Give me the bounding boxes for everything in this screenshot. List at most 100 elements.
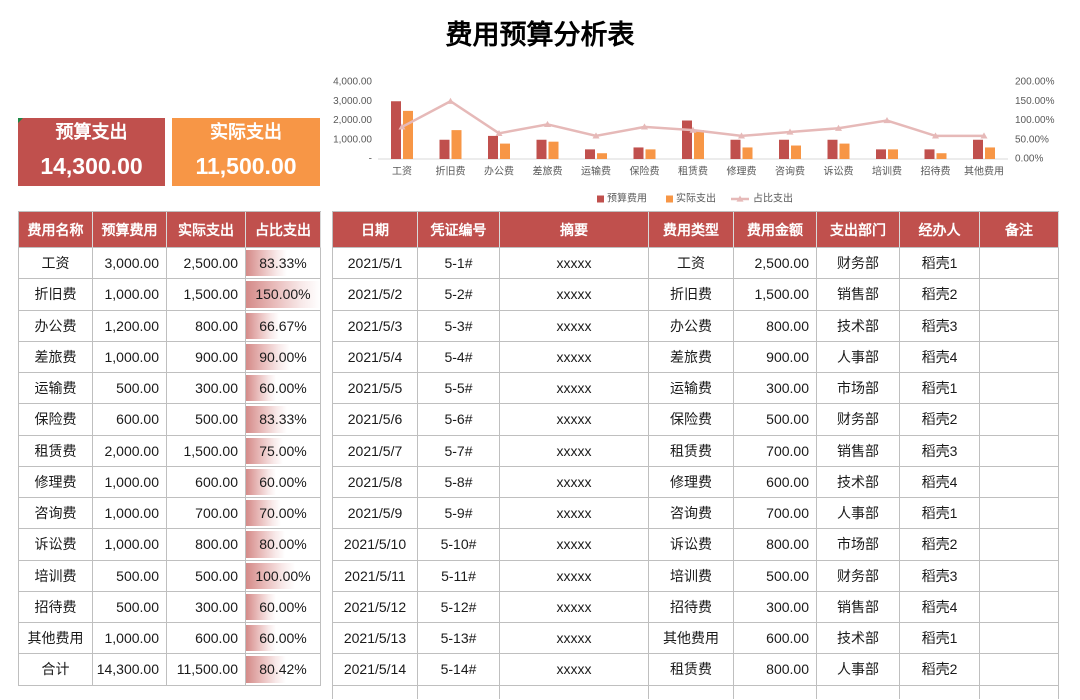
handler-cell[interactable]: 稻壳1	[900, 498, 980, 530]
voucher-no-cell[interactable]: 5-12#	[418, 591, 500, 623]
handler-cell[interactable]: 稻壳3	[900, 560, 980, 592]
handler-cell[interactable]: 稻壳1	[900, 623, 980, 655]
summary-cell[interactable]: xxxxx	[500, 591, 649, 623]
date-cell[interactable]: 2021/5/10	[333, 529, 418, 561]
expense-amount-cell[interactable]: 500.00	[734, 560, 817, 592]
actual-amount-cell[interactable]: 600.00	[167, 466, 246, 498]
expense-type-cell[interactable]: 修理费	[649, 466, 734, 498]
ratio-cell[interactable]: 80.00%	[246, 529, 321, 561]
expense-type-cell[interactable]: 工资	[649, 248, 734, 280]
voucher-no-cell[interactable]: 5-6#	[418, 404, 500, 436]
expense-type-cell[interactable]: 保险费	[649, 404, 734, 436]
note-cell[interactable]	[980, 310, 1059, 342]
department-cell[interactable]: 人事部	[817, 341, 900, 373]
expense-name-cell[interactable]: 培训费	[19, 560, 93, 592]
date-cell[interactable]: 2021/5/3	[333, 310, 418, 342]
voucher-no-cell[interactable]: 5-7#	[418, 435, 500, 467]
department-cell[interactable]: 技术部	[817, 623, 900, 655]
department-cell[interactable]: 技术部	[817, 466, 900, 498]
handler-cell[interactable]: 稻壳2	[900, 404, 980, 436]
note-cell[interactable]	[980, 498, 1059, 530]
handler-cell[interactable]: 稻壳2	[900, 279, 980, 311]
expense-type-cell[interactable]: 招待费	[649, 591, 734, 623]
summary-cell[interactable]: xxxxx	[500, 654, 649, 686]
voucher-no-cell[interactable]: 5-13#	[418, 623, 500, 655]
ratio-cell[interactable]: 150.00%	[246, 279, 321, 311]
expense-amount-cell[interactable]: 600.00	[734, 623, 817, 655]
expense-amount-cell[interactable]: 700.00	[734, 435, 817, 467]
department-cell[interactable]: 销售部	[817, 591, 900, 623]
department-cell[interactable]: 财务部	[817, 560, 900, 592]
department-cell[interactable]: 销售部	[817, 435, 900, 467]
expense-type-cell[interactable]: 办公费	[649, 310, 734, 342]
actual-amount-cell[interactable]: 500.00	[167, 404, 246, 436]
handler-cell[interactable]: 稻壳4	[900, 466, 980, 498]
date-cell[interactable]: 2021/5/9	[333, 498, 418, 530]
ratio-cell[interactable]: 100.00%	[246, 560, 321, 592]
expense-amount-cell[interactable]: 300.00	[734, 591, 817, 623]
summary-cell[interactable]: xxxxx	[500, 373, 649, 405]
expense-name-cell[interactable]: 租赁费	[19, 435, 93, 467]
handler-cell[interactable]: 稻壳2	[900, 529, 980, 561]
expense-name-cell[interactable]: 运输费	[19, 373, 93, 405]
voucher-no-cell[interactable]: 5-4#	[418, 341, 500, 373]
date-cell[interactable]: 2021/5/12	[333, 591, 418, 623]
voucher-no-cell[interactable]: 5-3#	[418, 310, 500, 342]
date-cell[interactable]: 2021/5/1	[333, 248, 418, 280]
summary-cell[interactable]: xxxxx	[500, 248, 649, 280]
expense-name-cell[interactable]: 咨询费	[19, 498, 93, 530]
budget-amount-cell[interactable]: 3,000.00	[93, 248, 167, 280]
actual-amount-cell[interactable]: 300.00	[167, 591, 246, 623]
budget-amount-cell[interactable]: 500.00	[93, 373, 167, 405]
date-cell[interactable]: 2021/5/2	[333, 279, 418, 311]
summary-cell[interactable]	[500, 685, 649, 699]
expense-type-cell[interactable]: 培训费	[649, 560, 734, 592]
budget-amount-cell[interactable]: 1,000.00	[93, 279, 167, 311]
expense-type-cell[interactable]: 其他费用	[649, 623, 734, 655]
expense-type-cell[interactable]: 咨询费	[649, 498, 734, 530]
date-cell[interactable]: 2021/5/8	[333, 466, 418, 498]
expense-amount-cell[interactable]: 1,500.00	[734, 279, 817, 311]
actual-amount-cell[interactable]: 700.00	[167, 498, 246, 530]
budget-amount-cell[interactable]: 1,000.00	[93, 341, 167, 373]
date-cell[interactable]	[333, 685, 418, 699]
expense-type-cell[interactable]	[649, 685, 734, 699]
handler-cell[interactable]: 稻壳2	[900, 654, 980, 686]
voucher-no-cell[interactable]: 5-14#	[418, 654, 500, 686]
expense-name-cell[interactable]: 招待费	[19, 591, 93, 623]
budget-amount-cell[interactable]: 2,000.00	[93, 435, 167, 467]
note-cell[interactable]	[980, 654, 1059, 686]
note-cell[interactable]	[980, 341, 1059, 373]
expense-name-cell[interactable]: 合计	[19, 654, 93, 686]
budget-amount-cell[interactable]: 500.00	[93, 591, 167, 623]
actual-amount-cell[interactable]: 900.00	[167, 341, 246, 373]
ratio-cell[interactable]: 60.00%	[246, 591, 321, 623]
budget-amount-cell[interactable]: 600.00	[93, 404, 167, 436]
expense-name-cell[interactable]: 办公费	[19, 310, 93, 342]
note-cell[interactable]	[980, 279, 1059, 311]
budget-amount-cell[interactable]: 1,000.00	[93, 623, 167, 655]
voucher-no-cell[interactable]	[418, 685, 500, 699]
expense-name-cell[interactable]: 折旧费	[19, 279, 93, 311]
expense-amount-cell[interactable]: 900.00	[734, 341, 817, 373]
date-cell[interactable]: 2021/5/5	[333, 373, 418, 405]
expense-amount-cell[interactable]: 800.00	[734, 529, 817, 561]
budget-amount-cell[interactable]: 14,300.00	[93, 654, 167, 686]
note-cell[interactable]	[980, 623, 1059, 655]
handler-cell[interactable]: 稻壳3	[900, 310, 980, 342]
handler-cell[interactable]: 稻壳1	[900, 373, 980, 405]
expense-name-cell[interactable]: 工资	[19, 248, 93, 280]
voucher-no-cell[interactable]: 5-1#	[418, 248, 500, 280]
actual-amount-cell[interactable]: 2,500.00	[167, 248, 246, 280]
note-cell[interactable]	[980, 466, 1059, 498]
handler-cell[interactable]: 稻壳4	[900, 341, 980, 373]
actual-amount-cell[interactable]: 11,500.00	[167, 654, 246, 686]
department-cell[interactable]: 销售部	[817, 279, 900, 311]
department-cell[interactable]: 人事部	[817, 498, 900, 530]
voucher-no-cell[interactable]: 5-10#	[418, 529, 500, 561]
budget-amount-cell[interactable]: 1,000.00	[93, 498, 167, 530]
date-cell[interactable]: 2021/5/14	[333, 654, 418, 686]
summary-cell[interactable]: xxxxx	[500, 466, 649, 498]
expense-name-cell[interactable]: 其他费用	[19, 623, 93, 655]
ratio-cell[interactable]: 60.00%	[246, 373, 321, 405]
